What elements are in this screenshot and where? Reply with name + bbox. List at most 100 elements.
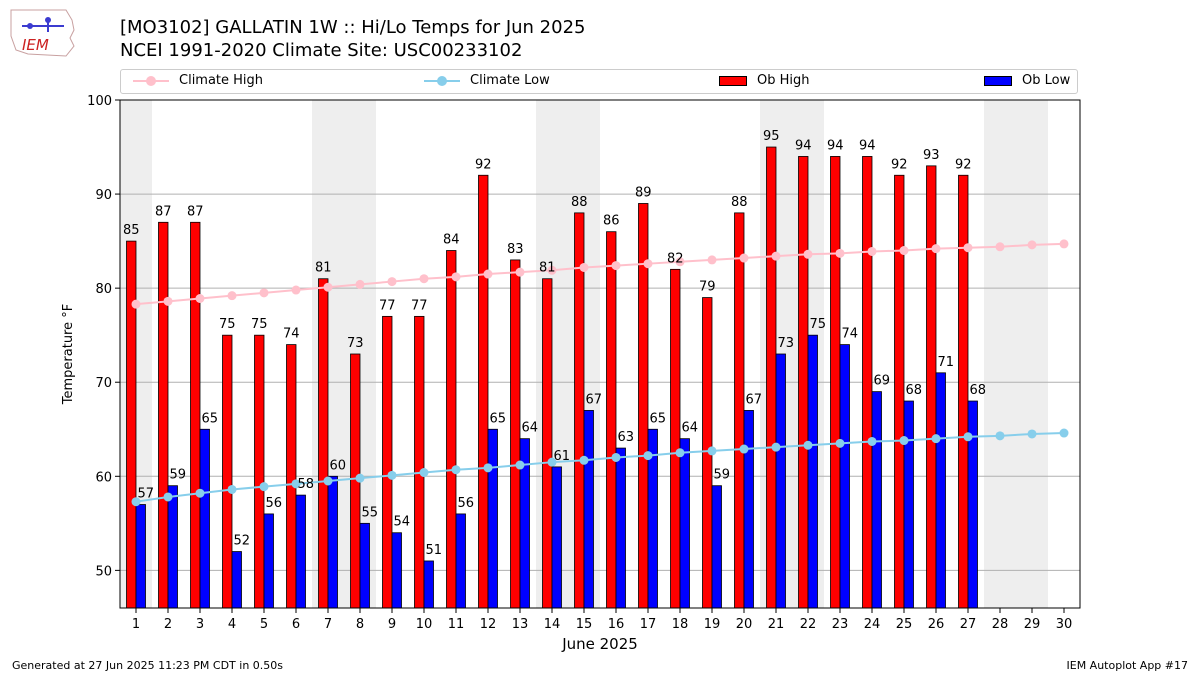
climate-high-point: [483, 269, 493, 279]
legend-climate-low: Climate Low: [424, 73, 550, 88]
x-tick-label: 27: [960, 617, 977, 632]
climate-high-point: [963, 243, 973, 253]
ob-high-bar: [286, 344, 297, 609]
ob-low-label: 63: [617, 430, 634, 445]
ob-high-label: 88: [731, 195, 748, 210]
climate-lines: [131, 239, 1069, 507]
iem-logo: IEM: [10, 9, 75, 57]
ob-low-bar: [423, 560, 434, 609]
x-tick-label: 22: [800, 617, 817, 632]
legend-climate-high: Climate High: [133, 73, 263, 88]
ob-low-bar: [711, 485, 722, 609]
climate-high-point: [803, 249, 813, 259]
ob-low-label: 64: [521, 421, 538, 436]
climate-high-point: [131, 299, 141, 309]
ob-low-label: 52: [233, 534, 250, 549]
weekend-band: [984, 100, 1048, 608]
climate-low-point: [1059, 428, 1069, 438]
climate-high-point: [707, 255, 717, 265]
x-tick-label: 11: [448, 617, 465, 632]
ob-high-bar: [798, 156, 809, 609]
climate-low-point: [195, 488, 205, 498]
x-tick-label: 26: [928, 617, 945, 632]
climate-low-point: [419, 468, 429, 478]
ob-high-swatch-icon: [719, 75, 747, 86]
ob-high-bar: [606, 231, 617, 609]
climate-high-point: [835, 248, 845, 258]
ob-low-bar: [551, 466, 562, 609]
climate-high-point: [899, 246, 909, 256]
x-tick-label: 8: [356, 617, 364, 632]
ob-high-bar: [126, 240, 137, 609]
ob-low-label: 68: [905, 383, 922, 398]
x-tick-label: 3: [196, 617, 204, 632]
legend-ob-high: Ob High: [719, 73, 810, 88]
x-tick-label: 9: [388, 617, 396, 632]
ob-high-bar: [862, 156, 873, 609]
ob-high-bar: [382, 315, 393, 609]
climate-high-point: [771, 251, 781, 261]
climate-low-point: [291, 479, 301, 489]
ob-high-label: 92: [475, 157, 492, 172]
ob-high-label: 77: [379, 298, 396, 313]
climate-low-point: [739, 444, 749, 454]
ob-high-bar: [510, 259, 521, 609]
ob-low-label: 65: [201, 411, 218, 426]
ob-high-label: 94: [827, 138, 844, 153]
ob-low-label: 58: [297, 477, 314, 492]
ob-low-bar: [743, 410, 754, 609]
climate-low-point: [131, 497, 141, 507]
x-tick-label: 14: [544, 617, 561, 632]
ob-high-bar: [830, 156, 841, 609]
climate-high-point: [323, 282, 333, 292]
ob-high-label: 87: [187, 204, 204, 219]
x-tick-label: 17: [640, 617, 657, 632]
climate-low-line: [135, 432, 1065, 503]
logo-text: IEM: [22, 36, 49, 54]
ob-low-label: 68: [969, 383, 986, 398]
app-note: IEM Autoplot App #17: [1066, 659, 1189, 672]
chart-title: [MO3102] GALLATIN 1W :: Hi/Lo Temps for …: [120, 17, 586, 38]
plot-frame: [119, 99, 1081, 609]
ob-low-label: 51: [425, 543, 442, 558]
climate-low-point: [355, 473, 365, 483]
ob-high-label: 84: [443, 233, 460, 248]
legend: Climate High Climate Low Ob High Ob Low: [120, 69, 1078, 94]
legend-label: Ob High: [757, 73, 810, 88]
ob-high-bar: [894, 174, 905, 609]
climate-high-point: [931, 244, 941, 254]
climate-low-point: [387, 470, 397, 480]
ob-high-bar: [318, 278, 329, 609]
ob-high-label: 73: [347, 336, 364, 351]
climate-high-point: [643, 259, 653, 269]
ob-low-swatch-icon: [984, 75, 1012, 86]
climate-low-point: [259, 482, 269, 492]
ob-high-label: 88: [571, 195, 588, 210]
x-tick-label: 15: [576, 617, 593, 632]
ob-high-label: 75: [219, 317, 236, 332]
ob-high-label: 95: [763, 129, 780, 144]
climate-low-point: [931, 434, 941, 444]
ob-low-bar: [199, 428, 210, 609]
ob-low-label: 57: [137, 487, 154, 502]
ob-high-label: 94: [859, 138, 876, 153]
climate-low-point: [899, 436, 909, 446]
ob-low-label: 59: [713, 468, 730, 483]
ob-low-label: 71: [937, 355, 954, 370]
ob-low-label: 69: [873, 374, 890, 389]
climate-high-point: [1059, 239, 1069, 249]
ob-low-label: 73: [777, 336, 794, 351]
climate-low-point: [611, 452, 621, 462]
ob-low-label: 61: [553, 449, 570, 464]
ob-low-bar: [231, 551, 242, 609]
ob-high-bar: [478, 174, 489, 609]
climate-high-point: [579, 262, 589, 272]
ob-low-bar: [327, 475, 338, 609]
x-tick-label: 25: [896, 617, 913, 632]
y-tick-label: 50: [95, 564, 112, 579]
x-tick-label: 1: [132, 617, 140, 632]
ob-low-label: 67: [585, 392, 602, 407]
ob-high-bar: [926, 165, 937, 609]
